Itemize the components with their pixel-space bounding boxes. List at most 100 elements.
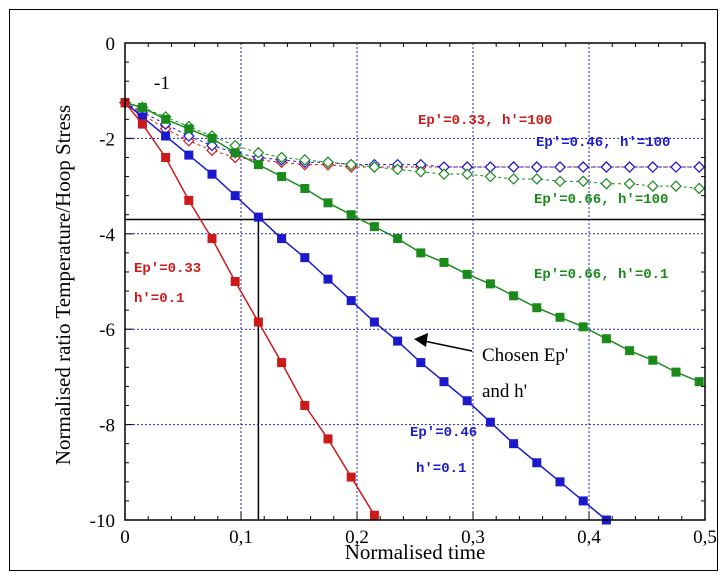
- data-point: [393, 336, 403, 346]
- data-point: [323, 434, 333, 444]
- chart-frame: 0 0,1 0,2 0,3 0,4 0,5 0 -2 -4 -6 -8 -10 Normalised …: [9, 9, 718, 571]
- data-point: [485, 417, 495, 427]
- data-point: [646, 180, 659, 192]
- data-point: [625, 346, 635, 356]
- series-line: [124, 102, 607, 521]
- data-point: [601, 334, 611, 344]
- x-axis-label: Normalised time: [345, 540, 486, 564]
- data-point: [161, 152, 171, 162]
- data-point: [137, 102, 147, 112]
- plot-area: [125, 43, 705, 520]
- data-point: [530, 173, 543, 185]
- data-point: [323, 198, 333, 208]
- data-point: [509, 439, 519, 449]
- data-point: [623, 161, 636, 173]
- data-point: [298, 154, 311, 166]
- annotation-green-h01: Ep'=0.66, h'=0.1: [534, 267, 668, 283]
- data-point: [206, 139, 218, 152]
- data-point: [184, 195, 194, 205]
- data-point: [623, 177, 636, 190]
- data-point: [577, 175, 590, 188]
- data-point: [277, 358, 287, 368]
- data-point: [577, 161, 590, 173]
- annotation-red-h100: Ep'=0.33, h'=100: [418, 113, 552, 129]
- y-tick-label: -10: [90, 511, 115, 532]
- plot-border: [124, 42, 706, 521]
- data-point: [509, 291, 519, 301]
- data-point: [554, 161, 566, 173]
- data-point: [671, 367, 681, 377]
- data-point: [253, 212, 263, 222]
- data-point: [300, 183, 310, 193]
- data-point: [416, 358, 426, 368]
- x-tick-label: 0,3: [461, 527, 485, 548]
- data-point: [532, 303, 542, 313]
- data-point: [252, 146, 265, 159]
- data-point: [485, 279, 495, 289]
- data-point: [578, 496, 588, 506]
- data-point: [182, 130, 195, 142]
- data-point: [161, 114, 171, 124]
- data-point: [462, 269, 472, 279]
- annotation-blue-h100: Ep'=0.46, h'=100: [536, 135, 670, 151]
- data-point: [300, 401, 310, 411]
- data-series: [119, 96, 706, 525]
- data-point: [253, 160, 263, 170]
- data-point: [369, 317, 379, 327]
- data-point: [484, 170, 497, 183]
- data-point: [207, 234, 217, 244]
- data-point: [137, 112, 147, 122]
- data-point: [346, 296, 356, 306]
- data-point: [391, 163, 404, 176]
- data-point: [670, 161, 682, 173]
- data-point: [439, 257, 449, 267]
- y-tick-label: -6: [99, 320, 115, 341]
- data-point: [275, 151, 288, 164]
- data-point: [300, 253, 310, 263]
- data-point: [694, 377, 704, 387]
- x-tick-label: 0,5: [693, 527, 717, 548]
- data-point: [416, 248, 426, 258]
- data-point: [137, 119, 147, 129]
- data-point: [184, 150, 194, 160]
- series-2: [120, 98, 704, 387]
- data-point: [369, 222, 379, 232]
- data-point: [530, 161, 543, 173]
- data-point: [438, 168, 450, 181]
- annotation-chosen-line1: Chosen Ep': [482, 345, 568, 366]
- line-chart: 0 0,1 0,2 0,3 0,4 0,5 0 -2 -4 -6 -8 -10 Normalised …: [51, 34, 717, 564]
- chosen-arrow: [414, 333, 473, 352]
- data-point: [393, 234, 403, 244]
- annotation-red-ep: Ep'=0.33: [134, 261, 201, 277]
- data-point: [230, 191, 240, 201]
- data-point: [555, 477, 565, 487]
- data-point: [462, 396, 472, 406]
- data-point: [253, 317, 263, 327]
- data-point: [323, 274, 333, 284]
- reference-lines: [125, 218, 705, 520]
- data-point: [346, 472, 356, 482]
- axis-ticks: 0 0,1 0,2 0,3 0,4 0,5 0 -2 -4 -6 -8 -10: [90, 34, 717, 548]
- data-point: [646, 161, 659, 173]
- annotation-chosen-line2: and h': [482, 381, 527, 402]
- data-point: [322, 156, 334, 169]
- y-tick-label: -4: [99, 225, 115, 246]
- data-point: [161, 131, 171, 141]
- annotation-red-h: h'=0.1: [134, 291, 184, 307]
- x-tick-label: 0,4: [577, 527, 601, 548]
- data-point: [346, 210, 356, 220]
- y-tick-label: 0: [106, 34, 116, 55]
- y-tick-label: -8: [99, 416, 115, 437]
- grid-lines: [125, 43, 705, 520]
- data-point: [439, 377, 449, 387]
- data-point: [207, 169, 217, 179]
- data-point: [600, 177, 613, 190]
- data-point: [368, 161, 381, 173]
- data-point: [277, 172, 287, 182]
- data-point: [648, 355, 658, 365]
- start-value-label: -1: [154, 73, 170, 94]
- data-point: [693, 182, 706, 195]
- data-point: [554, 175, 566, 188]
- data-point: [532, 458, 542, 468]
- x-tick-label: 0: [120, 527, 130, 548]
